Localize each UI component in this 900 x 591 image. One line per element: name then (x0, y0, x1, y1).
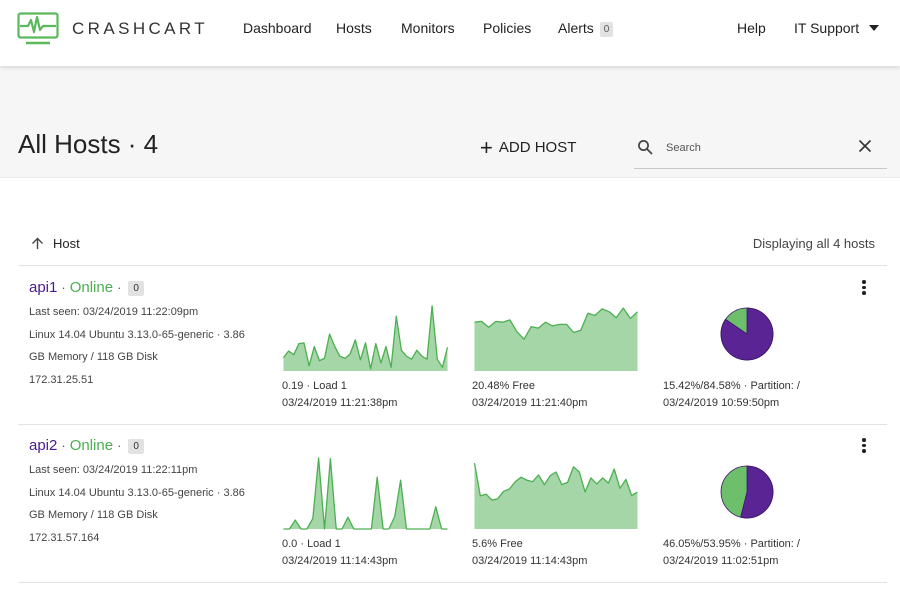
host-column-header[interactable]: Host (53, 236, 80, 251)
search-box (634, 127, 887, 169)
host-count-badge: 0 (128, 281, 144, 296)
disk-timestamp: 03/24/2019 10:59:50pm (663, 397, 780, 409)
brand-name[interactable]: CRASHCART (72, 19, 209, 38)
load-value: 0.19 · Load 1 (282, 380, 347, 392)
more-vert-icon[interactable] (861, 438, 867, 456)
host-name-link[interactable]: api2 (29, 437, 58, 454)
search-icon (638, 140, 653, 155)
os-info: Linux 14.04 Ubuntu 3.13.0-65-generic · 3… (29, 329, 245, 341)
load-series-area (283, 458, 448, 529)
memory-timestamp: 03/24/2019 11:14:43pm (472, 555, 588, 567)
disk-pie-chart (720, 465, 774, 519)
load-sparkline (282, 305, 449, 371)
top-navbar: CRASHCART Dashboard Hosts Monitors Polic… (0, 0, 900, 66)
close-icon[interactable] (858, 139, 872, 153)
host-title: api2 · Online · 0 (29, 437, 144, 454)
alerts-count-badge: 0 (599, 22, 614, 37)
status-badge: Online (69, 279, 114, 296)
disk-pie-chart (720, 307, 774, 361)
hardware-info: GB Memory / 118 GB Disk (29, 509, 158, 521)
page-title: All Hosts · 4 (18, 129, 159, 159)
memory-caption: 5.6% Free 03/24/2019 11:14:43pm (472, 536, 587, 570)
memory-value: 5.6% Free (472, 538, 523, 550)
hardware-info: GB Memory / 118 GB Disk (29, 351, 158, 363)
disk-caption: 46.05%/53.95% · Partition: / 03/24/2019 … (663, 536, 800, 570)
hosts-count-summary: Displaying all 4 hosts (752, 236, 875, 251)
host-title: api1 · Online · 0 (29, 279, 144, 296)
memory-sparkline (473, 462, 638, 529)
load-value: 0.0 · Load 1 (282, 538, 341, 550)
host-name-link[interactable]: api1 (29, 279, 58, 296)
arrow-up-icon[interactable] (31, 237, 44, 250)
memory-caption: 20.48% Free 03/24/2019 11:21:40pm (472, 378, 587, 412)
host-count-badge: 0 (128, 439, 144, 454)
memory-timestamp: 03/24/2019 11:21:40pm (472, 397, 588, 409)
search-input[interactable] (666, 139, 846, 157)
nav-dashboard[interactable]: Dashboard (243, 20, 312, 36)
ip-address: 172.31.57.164 (29, 532, 100, 544)
user-menu[interactable]: IT Support (794, 20, 860, 36)
last-seen: Last seen: 03/24/2019 11:22:09pm (29, 306, 199, 318)
load-timestamp: 03/24/2019 11:21:38pm (282, 397, 398, 409)
load-sparkline (283, 457, 448, 530)
host-row: api1 · Online · 0 Last seen: 03/24/2019 11:2… (18, 266, 887, 424)
memory-series-area (474, 463, 638, 529)
disk-caption: 15.42%/84.58% · Partition: / 03/24/2019 … (663, 378, 800, 412)
more-vert-icon[interactable] (861, 280, 867, 298)
nav-policies[interactable]: Policies (483, 20, 532, 36)
divider (18, 265, 887, 266)
pie-slice-used (740, 465, 774, 519)
memory-value: 20.48% Free (472, 380, 535, 392)
crashcart-logo-icon[interactable] (17, 12, 59, 46)
disk-timestamp: 03/24/2019 11:02:51pm (663, 555, 779, 567)
divider (18, 582, 887, 583)
add-host-button[interactable]: + ADD HOST (480, 135, 577, 160)
pie-slice-used (720, 307, 774, 361)
disk-value: 46.05%/53.95% · Partition: / (663, 538, 800, 550)
load-series-area (283, 305, 448, 371)
add-host-label: ADD HOST (498, 139, 577, 156)
load-series-line (282, 305, 449, 370)
host-row: api2 · Online · 0 Last seen: 03/24/2019 11:2… (18, 424, 887, 582)
load-caption: 0.0 · Load 1 03/24/2019 11:14:43pm (282, 536, 397, 570)
load-series-line (283, 457, 448, 530)
status-badge: Online (69, 437, 114, 454)
divider (18, 424, 887, 425)
ip-address: 172.31.25.51 (29, 374, 94, 386)
os-info: Linux 14.04 Ubuntu 3.13.0-65-generic · 3… (29, 487, 245, 499)
nav-help[interactable]: Help (737, 20, 766, 36)
plus-icon: + (480, 135, 493, 160)
load-caption: 0.19 · Load 1 03/24/2019 11:21:38pm (282, 378, 397, 412)
memory-sparkline (474, 307, 638, 371)
memory-series-line (474, 307, 638, 340)
nav-alerts-label: Alerts (558, 20, 594, 36)
load-timestamp: 03/24/2019 11:14:43pm (282, 555, 398, 567)
last-seen: Last seen: 03/24/2019 11:22:11pm (29, 464, 198, 476)
disk-value: 15.42%/84.58% · Partition: / (663, 380, 800, 392)
memory-series-area (474, 308, 638, 371)
nav-hosts[interactable]: Hosts (336, 20, 372, 36)
nav-alerts[interactable]: Alerts 0 (558, 20, 614, 37)
chevron-down-icon[interactable] (869, 25, 879, 31)
page-header (0, 66, 900, 178)
nav-monitors[interactable]: Monitors (401, 20, 455, 36)
memory-series-line (473, 462, 638, 501)
